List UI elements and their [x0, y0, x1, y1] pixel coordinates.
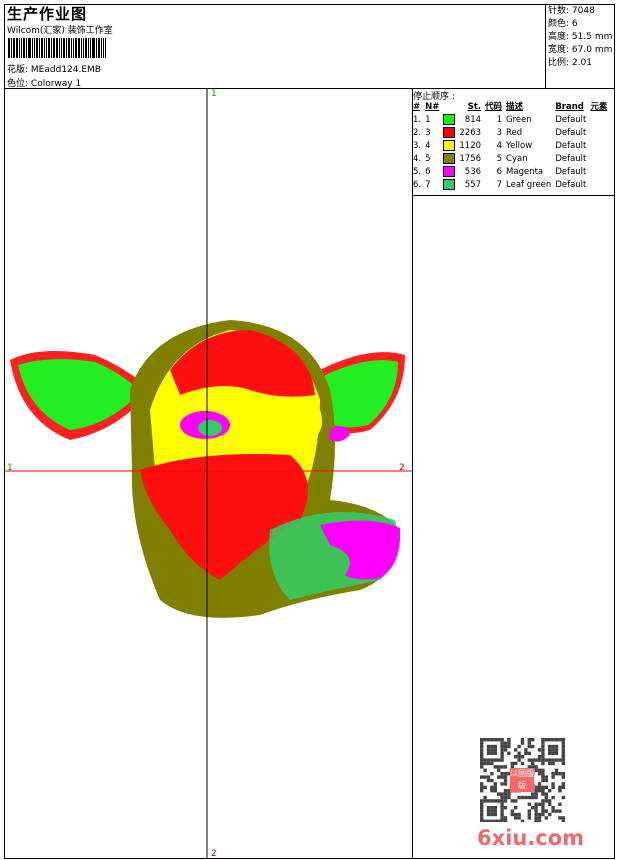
axis-label-bottom: 2 — [211, 849, 217, 859]
table-header: # N# St. 代码 描述 Brand 元素 — [411, 101, 609, 114]
header-divider — [4, 88, 615, 89]
page-frame — [4, 4, 615, 859]
table-row: 5. 6 536 6 Magenta Default — [411, 166, 609, 179]
row-needle: 4 — [425, 141, 431, 151]
barcode — [8, 38, 106, 58]
row-brand: Default — [555, 115, 587, 125]
row-brand: Default — [555, 154, 587, 164]
seal-stamp: 以图服版 — [510, 768, 534, 792]
row-code: 5 — [496, 154, 503, 164]
row-code: 7 — [496, 180, 503, 190]
col-description: 描述 — [506, 102, 524, 112]
stat-colors: 颜色: 6 — [548, 19, 578, 29]
row-brand: Default — [555, 180, 587, 190]
row-index: 5. — [413, 167, 422, 177]
axis-label-left: 1 — [7, 463, 13, 473]
row-brand: Default — [555, 141, 587, 151]
stats-divider — [545, 4, 546, 88]
row-code: 4 — [496, 141, 503, 151]
panel-divider — [412, 88, 413, 859]
stat-scale: 比例: 2.01 — [548, 58, 592, 68]
color-swatch — [441, 166, 457, 179]
row-description: Red — [506, 128, 523, 138]
color-swatch — [441, 153, 457, 166]
col-index: # — [413, 102, 421, 112]
design-label: 花版: — [7, 65, 29, 75]
row-code: 3 — [496, 128, 503, 138]
color-swatch — [441, 140, 457, 153]
row-stitches: 557 — [464, 180, 482, 190]
company-name: Wilcom(汇家) 装饰工作室 — [7, 26, 113, 36]
row-index: 3. — [413, 141, 422, 151]
stats-panel: 针数: 7048 颜色: 6 高度: 51.5 mm 宽度: 67.0 mm 比… — [548, 5, 612, 70]
qr-code: 以图服版 — [480, 738, 566, 823]
row-needle: 6 — [425, 167, 431, 177]
row-description: Yellow — [506, 141, 533, 151]
row-needle: 7 — [425, 180, 431, 190]
col-needle: N# — [425, 102, 440, 112]
col-brand: Brand — [555, 102, 584, 112]
table-row: 4. 5 1756 5 Cyan Default — [411, 153, 609, 166]
row-index: 4. — [413, 154, 422, 164]
table-row: 1. 1 814 1 Green Default — [411, 114, 609, 127]
row-code: 1 — [496, 115, 503, 125]
cow-embroidery — [10, 320, 405, 618]
row-index: 2. — [413, 128, 422, 138]
row-description: Cyan — [506, 154, 528, 164]
watermark-logo: 6xiu.com — [477, 826, 585, 850]
table-row: 2. 3 2263 3 Red Default — [411, 127, 609, 140]
stat-stitches: 针数: 7048 — [548, 6, 595, 16]
row-description: Green — [506, 115, 532, 125]
col-stitches: St. — [467, 102, 482, 112]
stat-height: 高度: 51.5 mm — [548, 32, 613, 42]
table-divider — [412, 195, 615, 196]
row-stitches: 1756 — [459, 154, 482, 164]
stat-width: 宽度: 67.0 mm — [548, 45, 613, 55]
color-swatch — [441, 127, 457, 140]
colorway-label: 色位: — [7, 79, 29, 89]
row-needle: 1 — [425, 115, 431, 125]
stop-sequence-table: # N# St. 代码 描述 Brand 元素 1. 1 814 1 Green… — [411, 101, 609, 192]
axis-label-top: 1 — [211, 89, 217, 99]
stop-sequence-title: 停止顺序 : — [413, 92, 455, 102]
row-index: 1. — [413, 115, 422, 125]
row-stitches: 1120 — [459, 141, 482, 151]
row-brand: Default — [555, 167, 587, 177]
col-code: 代码 — [485, 102, 503, 112]
row-index: 6. — [413, 180, 422, 190]
colorway-value: Colorway 1 — [30, 79, 82, 89]
design-file: 花版: MEadd124.EMB — [7, 62, 101, 75]
color-swatch — [441, 114, 457, 127]
axis-label-right: 2 — [399, 463, 405, 473]
row-needle: 5 — [425, 154, 431, 164]
row-stitches: 2263 — [459, 128, 482, 138]
table-row: 3. 4 1120 4 Yellow Default — [411, 140, 609, 153]
color-swatch — [441, 179, 457, 192]
row-description: Leaf green — [506, 180, 552, 190]
row-brand: Default — [555, 128, 587, 138]
design-value: MEadd124.EMB — [30, 65, 101, 75]
row-needle: 3 — [425, 128, 431, 138]
table-row: 6. 7 557 7 Leaf green Default — [411, 179, 609, 192]
col-element: 元素 — [590, 102, 608, 112]
page-title: 生产作业图 — [7, 5, 88, 23]
row-code: 6 — [496, 167, 503, 177]
row-stitches: 814 — [464, 115, 482, 125]
row-description: Magenta — [506, 167, 544, 177]
colorway: 色位: Colorway 1 — [7, 76, 81, 89]
row-stitches: 536 — [464, 167, 482, 177]
